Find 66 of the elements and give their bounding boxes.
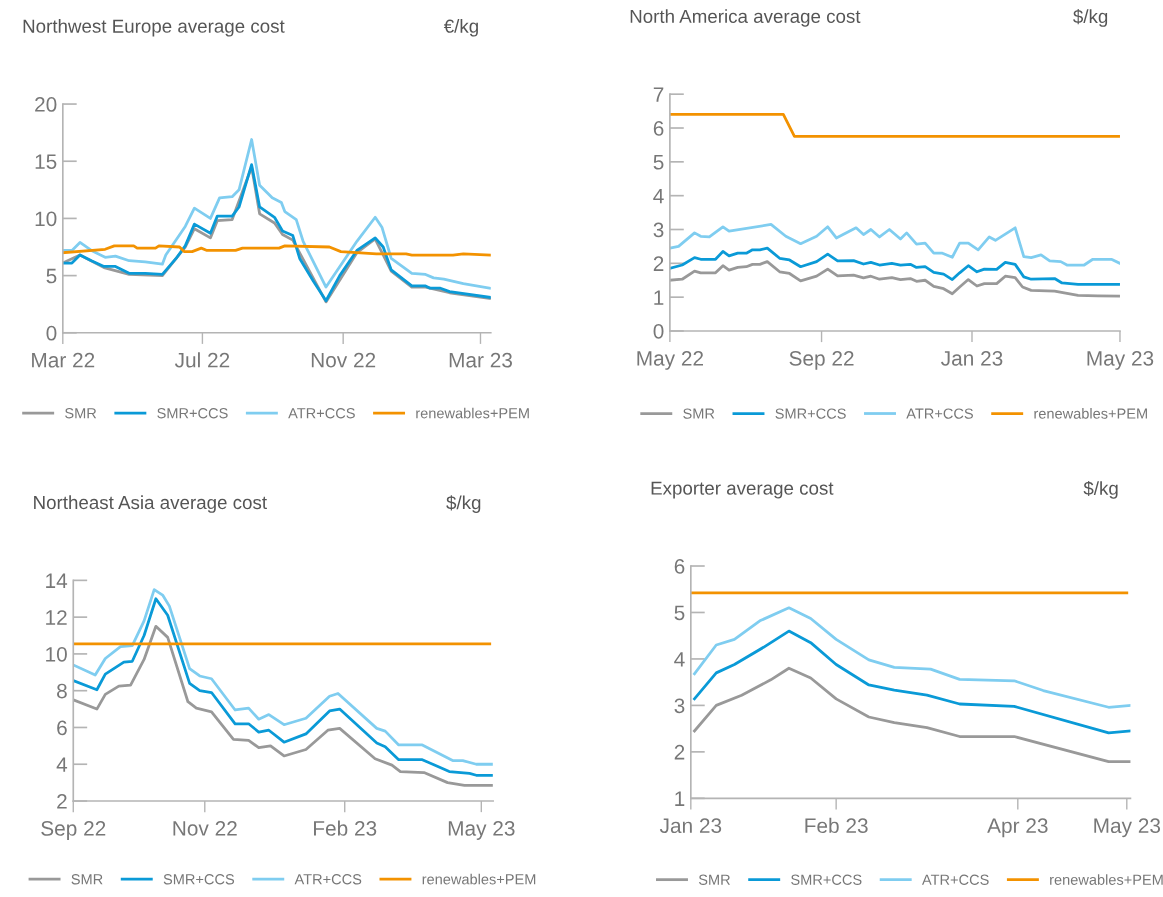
y-axis-title: $/kg (1073, 9, 1108, 27)
x-tick-label: Apr 23 (987, 818, 1048, 838)
y-axis-title: $/kg (1083, 480, 1118, 499)
legend-label: ATR+CCS (288, 408, 355, 419)
x-tick-label: May 23 (1094, 818, 1161, 838)
y-tick-label: 5 (46, 268, 57, 284)
legend-label: ATR+CCS (906, 408, 973, 419)
legend-label: renewables+PEM (1034, 408, 1147, 419)
y-tick-label: 4 (674, 652, 685, 667)
x-tick-label: Jan 23 (941, 350, 1003, 366)
legend-label: renewables+PEM (1050, 874, 1163, 885)
x-tick-label: Jan 23 (659, 818, 722, 834)
y-tick-label: 12 (46, 610, 67, 625)
x-tick-label: Nov 22 (311, 352, 376, 368)
legend-label: SMR+CCS (163, 874, 235, 885)
x-tick-label: Jul 22 (174, 352, 230, 368)
x-tick-label: Mar 23 (449, 352, 512, 368)
y-tick-label: 6 (653, 121, 664, 136)
y-tick-label: 7 (653, 87, 664, 102)
y-tick-label: 4 (56, 757, 68, 772)
y-tick-label: 20 (35, 97, 57, 112)
y-tick-label: 6 (57, 720, 67, 736)
y-tick-label: 5 (653, 155, 664, 170)
y-tick-label: 0 (653, 323, 664, 339)
legend-label: SMR (71, 874, 103, 885)
x-tick-label: Mar 22 (32, 352, 95, 368)
legend-label: SMR (698, 874, 730, 885)
legend-label: SMR (65, 408, 97, 419)
y-axis-title: $/kg (446, 495, 481, 513)
chart-title: Northwest Europe average cost (23, 19, 285, 37)
y-tick-label: 5 (674, 605, 685, 621)
y-tick-label: 3 (653, 222, 664, 238)
y-tick-label: 10 (46, 646, 67, 662)
y-tick-label: 0 (46, 325, 57, 341)
y-tick-label: 2 (674, 744, 685, 760)
x-tick-label: May 23 (1087, 350, 1154, 370)
x-tick-label: Nov 22 (173, 821, 237, 836)
legend-label: SMR+CCS (775, 408, 846, 419)
chart-title: Northeast Asia average cost (34, 495, 267, 513)
y-tick-label: 14 (46, 573, 68, 588)
y-tick-label: 1 (675, 791, 685, 806)
y-tick-label: 10 (35, 211, 57, 227)
y-tick-label: 6 (674, 559, 685, 574)
legend-label: ATR+CCS (294, 874, 362, 885)
x-tick-label: Sep 22 (789, 350, 854, 370)
chart-title: Exporter average cost (651, 481, 834, 499)
y-tick-label: 15 (35, 154, 57, 169)
legend-label: SMR+CCS (157, 408, 228, 419)
legend-label: renewables+PEM (422, 873, 536, 885)
y-tick-label: 2 (653, 256, 664, 271)
y-tick-label: 2 (57, 794, 67, 809)
y-tick-label: 3 (674, 698, 685, 714)
x-tick-label: Sep 22 (41, 821, 106, 840)
legend-label: renewables+PEM (416, 407, 529, 419)
x-tick-label: May 23 (448, 821, 515, 840)
y-tick-label: 8 (57, 683, 67, 699)
x-tick-label: May 22 (637, 350, 703, 370)
y-tick-label: 4 (653, 188, 664, 204)
legend-label: SMR+CCS (791, 874, 862, 885)
legend-label: ATR+CCS (921, 874, 989, 885)
x-tick-label: Feb 23 (314, 820, 377, 836)
chart-title: North America average cost (630, 9, 861, 27)
x-tick-label: Feb 23 (805, 817, 868, 834)
y-tick-label: 1 (654, 290, 664, 305)
legend-label: SMR (683, 408, 715, 419)
y-axis-title: €/kg (443, 19, 478, 37)
